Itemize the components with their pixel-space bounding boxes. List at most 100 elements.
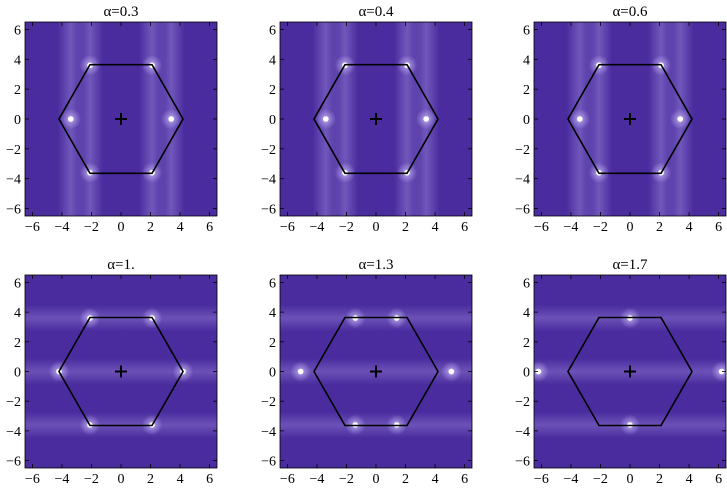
bright-spot — [535, 368, 542, 375]
bright-spot — [448, 368, 455, 375]
bright-spot — [423, 116, 430, 122]
y-tick-label: −6 — [6, 455, 21, 470]
y-tick-label: −4 — [6, 425, 21, 440]
x-tick-label: −2 — [593, 220, 608, 235]
y-tick-label: −6 — [261, 455, 276, 470]
y-tick-label: 4 — [269, 53, 276, 68]
y-tick-label: 2 — [523, 83, 530, 98]
x-tick-label: 4 — [177, 220, 184, 235]
panel-title: α=1. — [107, 257, 135, 273]
panel-4: −6 −4 −2 0 2 4 6 −6 −4 −2 0 2 4 6 α=1. — [6, 257, 218, 487]
y-tick-label: 0 — [14, 113, 21, 128]
x-tick-label: −6 — [280, 472, 295, 485]
y-tick-label: 4 — [523, 53, 530, 68]
bright-spot — [677, 116, 684, 122]
x-tick-label: 4 — [432, 472, 439, 485]
panel-2: −6 −4 −2 0 2 4 6 −6 −4 −2 0 2 4 6 α=0.4 — [261, 4, 473, 235]
y-tick-label: 2 — [269, 83, 276, 98]
x-tick-label: 0 — [373, 220, 380, 235]
x-tick-label: −6 — [25, 220, 40, 235]
bright-spot — [297, 368, 304, 375]
brillouin-zone-hexagon — [313, 316, 439, 427]
y-tick-label: −2 — [515, 143, 530, 158]
brillouin-zone-hexagon — [567, 316, 693, 427]
x-tick-label: 4 — [177, 472, 184, 485]
x-tick-label: 6 — [715, 220, 722, 235]
x-tick-label: 2 — [402, 220, 409, 235]
bright-spot — [322, 116, 329, 122]
y-tick-label: 0 — [14, 366, 21, 381]
bright-spot — [168, 116, 175, 122]
panel-title: α=0.3 — [103, 4, 138, 20]
x-tick-label: −2 — [84, 472, 99, 485]
center-marker — [370, 365, 382, 378]
y-tick-label: −2 — [261, 143, 276, 158]
y-tick-label: 2 — [269, 336, 276, 351]
y-tick-label: −2 — [261, 395, 276, 410]
x-tick-label: −4 — [563, 472, 578, 485]
x-tick-label: 2 — [147, 472, 154, 485]
x-tick-label: −4 — [309, 472, 324, 485]
x-tick-label: 4 — [686, 472, 693, 485]
y-tick-label: 2 — [14, 83, 21, 98]
brillouin-zone-hexagon — [58, 316, 184, 427]
y-tick-label: −2 — [515, 395, 530, 410]
panel-title: α=1.7 — [612, 257, 648, 273]
panel-3: −6 −4 −2 0 2 4 6 −6 −4 −2 0 2 4 6 α=0.6 — [515, 4, 727, 235]
panel-5: −6 −4 −2 0 2 4 6 −6 −4 −2 0 2 4 6 α=1.3 — [261, 257, 473, 487]
x-tick-label: −2 — [593, 472, 608, 485]
y-tick-label: 4 — [14, 306, 21, 321]
x-tick-label: 4 — [432, 220, 439, 235]
x-tick-label: −4 — [563, 220, 578, 235]
bright-spot-glow — [711, 361, 726, 382]
x-tick-label: 6 — [206, 220, 213, 235]
y-tick-label: −2 — [6, 143, 21, 158]
x-tick-label: 2 — [656, 472, 663, 485]
y-tick-label: −4 — [515, 425, 530, 440]
x-tick-label: −2 — [84, 220, 99, 235]
y-tick-label: −6 — [515, 203, 530, 218]
x-tick-label: −4 — [54, 220, 69, 235]
bright-spot — [576, 116, 583, 122]
y-tick-label: 0 — [269, 113, 276, 128]
x-tick-label: 6 — [715, 472, 722, 485]
x-tick-label: −2 — [339, 220, 354, 235]
panel-1: −6 −4 −2 0 2 4 6 −6 −4 −2 0 2 4 6 α=0.3 — [6, 4, 218, 235]
bright-spot — [718, 368, 725, 375]
x-tick-label: −4 — [309, 220, 324, 235]
x-tick-label: −2 — [339, 472, 354, 485]
center-marker — [624, 365, 636, 378]
y-tick-label: −2 — [6, 395, 21, 410]
y-tick-label: 6 — [523, 23, 530, 38]
center-marker — [115, 113, 127, 125]
y-tick-label: −4 — [261, 173, 276, 188]
y-tick-label: 2 — [523, 336, 530, 351]
x-tick-label: 6 — [461, 220, 468, 235]
x-tick-label: −6 — [25, 472, 40, 485]
panel-title: α=1.3 — [358, 257, 393, 273]
y-tick-label: −4 — [515, 173, 530, 188]
x-tick-label: 0 — [373, 472, 380, 485]
x-tick-label: −6 — [534, 220, 549, 235]
panel-title: α=0.6 — [612, 4, 648, 20]
x-tick-label: 0 — [118, 220, 125, 235]
x-tick-label: 2 — [656, 220, 663, 235]
y-tick-label: 2 — [14, 336, 21, 351]
y-tick-label: −4 — [261, 425, 276, 440]
y-tick-label: 6 — [14, 23, 21, 38]
y-tick-label: 6 — [523, 276, 530, 291]
y-tick-label: 0 — [269, 366, 276, 381]
x-tick-label: −4 — [54, 472, 69, 485]
x-tick-label: −6 — [280, 220, 295, 235]
center-marker — [370, 113, 382, 125]
y-tick-label: 6 — [14, 276, 21, 291]
x-tick-label: 6 — [461, 472, 468, 485]
x-tick-label: 0 — [118, 472, 125, 485]
center-marker — [624, 113, 636, 125]
panel-6: −6 −4 −2 0 2 4 6 −6 −4 −2 0 2 4 6 α=1.7 — [515, 257, 727, 487]
y-tick-label: 0 — [523, 113, 530, 128]
y-tick-label: −6 — [515, 455, 530, 470]
y-tick-label: −4 — [6, 173, 21, 188]
